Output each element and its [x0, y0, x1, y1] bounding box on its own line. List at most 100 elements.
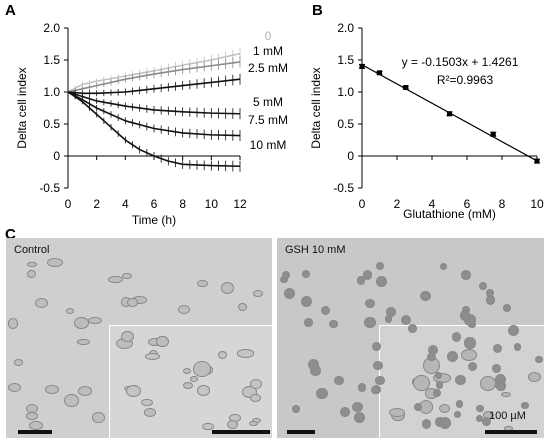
scale-bar-gsh [287, 430, 315, 434]
cell [413, 402, 423, 412]
cell [496, 381, 506, 392]
x-tick-label: 6 [151, 197, 158, 211]
cell [122, 273, 132, 280]
cell [455, 400, 463, 408]
panel-letter-b: B [312, 2, 323, 19]
x-tick-label: 2 [93, 197, 100, 211]
series-label: 2.5 mM [248, 61, 288, 75]
cell [373, 361, 383, 371]
y-tick-label: 1.5 [43, 53, 60, 67]
cell [77, 338, 91, 346]
y-tick-label: 2.0 [337, 21, 354, 35]
cell [435, 381, 444, 389]
cell [78, 386, 93, 396]
cell [468, 361, 478, 371]
cell [13, 358, 24, 366]
cell [301, 270, 310, 279]
cell [464, 337, 476, 349]
cell [427, 352, 436, 362]
x-tick-label: 6 [464, 197, 471, 211]
cell [365, 298, 376, 309]
cell [47, 258, 64, 267]
data-point [490, 131, 496, 137]
cell [376, 275, 388, 287]
cell [375, 262, 385, 271]
y-tick-label: 1.0 [43, 85, 60, 99]
cell [479, 375, 497, 391]
cell [486, 295, 496, 305]
cell [502, 304, 511, 313]
x-axis-title: Glutathione (mM) [403, 207, 496, 221]
equation-label: y = -0.1503x + 1.4261 [402, 55, 519, 69]
x-tick-label: 8 [499, 197, 506, 211]
x-axis-title: Time (h) [132, 213, 176, 227]
cell [28, 420, 43, 431]
cell [304, 317, 313, 327]
cell [364, 316, 376, 329]
cell [357, 383, 367, 392]
x-tick-label: 2 [394, 197, 401, 211]
cell [249, 393, 262, 402]
cell [220, 281, 235, 295]
scale-bar-control [18, 430, 52, 434]
series-label: 5 mM [253, 95, 283, 109]
cell [125, 384, 142, 398]
cell [45, 385, 59, 394]
cell [197, 385, 211, 396]
cell [88, 316, 102, 324]
cell [284, 288, 296, 300]
series-label: 10 mM [250, 138, 287, 152]
cell [127, 297, 138, 308]
cell [108, 275, 123, 284]
cell [8, 382, 21, 392]
cell [421, 419, 431, 429]
cell [521, 401, 530, 410]
data-point [359, 63, 365, 69]
cell [460, 270, 471, 280]
cell [253, 289, 263, 297]
data-point [377, 70, 382, 76]
cell [432, 388, 442, 398]
cell [242, 385, 258, 398]
cell [73, 316, 89, 329]
cell [386, 307, 396, 317]
cell [535, 355, 543, 364]
x-tick-label: 0 [65, 197, 72, 211]
y-tick-label: 0.5 [337, 117, 354, 131]
cell [35, 298, 49, 309]
cell [249, 378, 262, 390]
cell [237, 302, 248, 311]
scale-bar-control-inset [212, 430, 270, 434]
x-tick-label: 4 [122, 197, 129, 211]
cell [144, 408, 157, 417]
y-tick-label: -0.5 [39, 181, 60, 195]
cell [300, 295, 313, 308]
cell [374, 375, 385, 386]
y-tick-label: 0 [53, 149, 60, 163]
data-point [403, 85, 409, 91]
cell [156, 335, 169, 348]
cell [388, 407, 405, 418]
cell [177, 304, 191, 314]
cell [513, 342, 522, 351]
series-label: 0 [265, 29, 272, 43]
cell [482, 417, 491, 427]
scale-bar-gsh-inset [485, 430, 537, 434]
cell [438, 417, 451, 429]
cell [475, 414, 484, 423]
y-tick-label: 0 [347, 149, 354, 163]
cell [413, 375, 430, 392]
y-tick-label: -0.5 [333, 181, 354, 195]
cell [371, 342, 381, 352]
cell [439, 262, 448, 271]
micrograph-control-label: Control [14, 244, 50, 256]
cell [439, 403, 451, 413]
x-tick-label: 10 [205, 197, 219, 211]
cell [492, 364, 502, 374]
panel-letter-a: A [5, 2, 16, 19]
cell [459, 310, 471, 321]
x-tick-label: 0 [359, 197, 366, 211]
cell [65, 308, 75, 315]
data-point [534, 158, 540, 164]
x-tick-label: 4 [429, 197, 436, 211]
